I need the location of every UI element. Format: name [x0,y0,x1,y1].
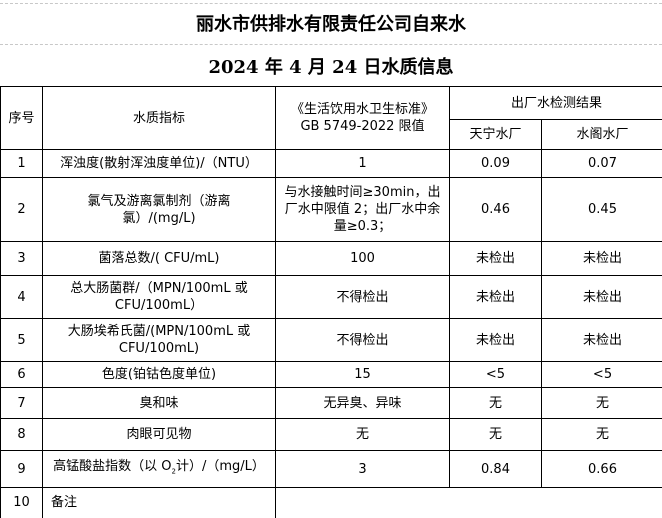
header-no: 序号 [1,87,43,150]
cell-indicator: 臭和味 [43,388,276,419]
cell-indicator: 大肠埃希氏菌/(MPN/100mL 或 CFU/100mL) [43,319,276,362]
water-quality-table: 序号 水质指标 《生活饮用水卫生标准》GB 5749-2022 限值 出厂水检测… [0,86,662,518]
cell-plant2: 未检出 [542,319,662,362]
notes-row: 10 备注 [1,488,662,518]
cell-indicator: 浑浊度(散射浑浊度单位)/（NTU） [43,150,276,178]
cell-indicator: 肉眼可见物 [43,419,276,451]
header-standard: 《生活饮用水卫生标准》GB 5749-2022 限值 [276,87,450,150]
header-standard-line2: GB 5749-2022 限值 [278,118,447,135]
cell-plant1: 0.84 [450,451,542,488]
table-row: 3 菌落总数/( CFU/mL) 100 未检出 未检出 [1,242,662,276]
cell-plant1: 0.09 [450,150,542,178]
table-row: 7 臭和味 无异臭、异味 无 无 [1,388,662,419]
cell-limit: 不得检出 [276,276,450,319]
cell-no: 9 [1,451,43,488]
cell-limit: 3 [276,451,450,488]
cell-plant1: 0.46 [450,178,542,242]
cell-indicator: 高锰酸盐指数（以 O2计）/（mg/L） [43,451,276,488]
cell-plant2: 未检出 [542,276,662,319]
indicator-text: 计）/（mg/L） [176,459,265,474]
divider [0,3,662,4]
cell-no: 3 [1,242,43,276]
table-row: 5 大肠埃希氏菌/(MPN/100mL 或 CFU/100mL) 不得检出 未检… [1,319,662,362]
cell-plant2: 0.45 [542,178,662,242]
cell-indicator: 氯气及游离氯制剂（游离氯）/(mg/L) [43,178,276,242]
cell-plant1: 无 [450,419,542,451]
cell-plant1: 未检出 [450,319,542,362]
page-title: 丽水市供排水有限责任公司自来水 [0,10,662,36]
cell-limit: 与水接触时间≥30min，出厂水中限值 2；出厂水中余量≥0.3； [276,178,450,242]
cell-plant1: 未检出 [450,242,542,276]
cell-limit: 1 [276,150,450,178]
cell-indicator: 色度(铂钴色度单位) [43,362,276,388]
cell-limit: 无异臭、异味 [276,388,450,419]
cell-limit: 无 [276,419,450,451]
cell-plant1: 未检出 [450,276,542,319]
table-row: 4 总大肠菌群/（MPN/100mL 或 CFU/100mL） 不得检出 未检出… [1,276,662,319]
table-row: 6 色度(铂钴色度单位) 15 <5 <5 [1,362,662,388]
cell-plant2: 0.66 [542,451,662,488]
table-row: 1 浑浊度(散射浑浊度单位)/（NTU） 1 0.09 0.07 [1,150,662,178]
cell-plant2: 0.07 [542,150,662,178]
cell-no: 8 [1,419,43,451]
cell-no: 5 [1,319,43,362]
page-subtitle: 2024 年 4 月 24 日水质信息 [0,53,662,79]
cell-no: 7 [1,388,43,419]
cell-no: 2 [1,178,43,242]
cell-indicator: 总大肠菌群/（MPN/100mL 或 CFU/100mL） [43,276,276,319]
table-row: 8 肉眼可见物 无 无 无 [1,419,662,451]
cell-plant2: <5 [542,362,662,388]
cell-indicator: 菌落总数/( CFU/mL) [43,242,276,276]
divider [0,44,662,45]
notes-label: 备注 [43,488,276,518]
cell-plant2: 无 [542,419,662,451]
indicator-text: 高锰酸盐指数（以 O [53,459,171,474]
header-indicator: 水质指标 [43,87,276,150]
table-row: 9 高锰酸盐指数（以 O2计）/（mg/L） 3 0.84 0.66 [1,451,662,488]
cell-plant2: 未检出 [542,242,662,276]
notes-value [276,488,662,518]
cell-plant2: 无 [542,388,662,419]
cell-limit: 不得检出 [276,319,450,362]
cell-no: 4 [1,276,43,319]
cell-limit: 100 [276,242,450,276]
cell-no: 1 [1,150,43,178]
cell-limit: 15 [276,362,450,388]
header-plant1: 天宁水厂 [450,120,542,150]
header-results: 出厂水检测结果 [450,87,662,120]
header-standard-line1: 《生活饮用水卫生标准》 [278,101,447,118]
cell-plant1: <5 [450,362,542,388]
cell-no: 6 [1,362,43,388]
cell-plant1: 无 [450,388,542,419]
header-plant2: 水阁水厂 [542,120,662,150]
cell-no: 10 [1,488,43,518]
table-row: 2 氯气及游离氯制剂（游离氯）/(mg/L) 与水接触时间≥30min，出厂水中… [1,178,662,242]
